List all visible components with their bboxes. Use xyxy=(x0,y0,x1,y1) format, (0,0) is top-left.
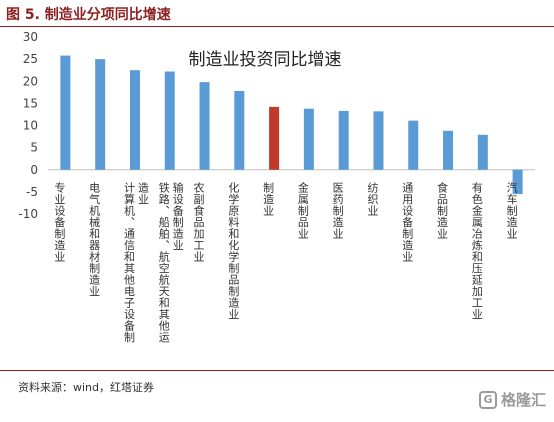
bar xyxy=(443,130,454,170)
y-tick-label: -10 xyxy=(18,207,38,221)
y-tick-label: 0 xyxy=(30,163,38,177)
x-category-label: 医药制造业 xyxy=(331,182,344,240)
x-category-label: 金属制品业 xyxy=(296,180,309,239)
figure-title: 图 5. 制造业分项同比增速 xyxy=(6,7,171,23)
figure-footer: 资料来源：wind，红塔证券 G 格隆汇 xyxy=(0,370,554,422)
x-category-label: 专业设备制造业 xyxy=(53,180,66,262)
watermark-logo-icon: G xyxy=(478,390,497,409)
bar xyxy=(477,134,488,170)
figure-header: 图 5. 制造业分项同比增速 xyxy=(0,0,554,27)
y-tick-label: 20 xyxy=(23,74,38,88)
y-tick-label: 25 xyxy=(23,52,38,66)
watermark-text: 格隆汇 xyxy=(500,391,546,409)
y-tick-label: 30 xyxy=(23,30,38,44)
y-tick-label: 10 xyxy=(23,119,38,133)
bar xyxy=(338,110,349,170)
bar xyxy=(95,59,106,170)
bar xyxy=(199,82,210,170)
bar xyxy=(234,90,245,170)
x-category-label: 化学原料和化学制品制造业 xyxy=(227,180,240,319)
x-category-label: 纺织业 xyxy=(366,180,379,216)
x-category-label: 食品制造业 xyxy=(436,180,449,239)
bar-highlight xyxy=(269,106,280,170)
bar xyxy=(303,108,314,170)
bar-chart: 制造业投资同比增速 -10 -5 0 5 10 15 20 25 30 专业设备制造业 电气机械和器材… xyxy=(18,30,535,343)
x-category-label: 铁路、船舶、航空航天和其他运 xyxy=(157,181,170,342)
x-category-label: 汽车制造业 xyxy=(505,180,518,239)
x-category-label: 电气机械和器材制造业 xyxy=(88,181,101,296)
bar xyxy=(164,71,175,170)
y-tick-label: 5 xyxy=(30,141,38,155)
bar xyxy=(408,120,419,170)
watermark: G 格隆汇 xyxy=(478,389,546,410)
x-category-label: 造业 xyxy=(136,180,149,204)
x-category-label: 计算机、通信和其他电子设备制 xyxy=(122,181,135,342)
bar xyxy=(60,55,71,170)
chart-title: 制造业投资同比增速 xyxy=(189,50,342,70)
bar xyxy=(512,169,523,195)
source-note: 资料来源：wind，红塔证券 xyxy=(18,381,155,394)
x-category-label: 输设备制造业 xyxy=(171,180,184,250)
x-category-label: 有色金属冶炼和压延加工业 xyxy=(470,180,483,319)
x-category-label: 通用设备制造业 xyxy=(401,181,414,262)
bar xyxy=(373,111,384,170)
x-category-label: 农副食品加工业 xyxy=(192,180,205,262)
bar xyxy=(129,70,140,170)
x-category-label: 制造业 xyxy=(262,181,275,216)
y-tick-label: -5 xyxy=(26,185,38,199)
y-tick-label: 15 xyxy=(23,96,38,110)
